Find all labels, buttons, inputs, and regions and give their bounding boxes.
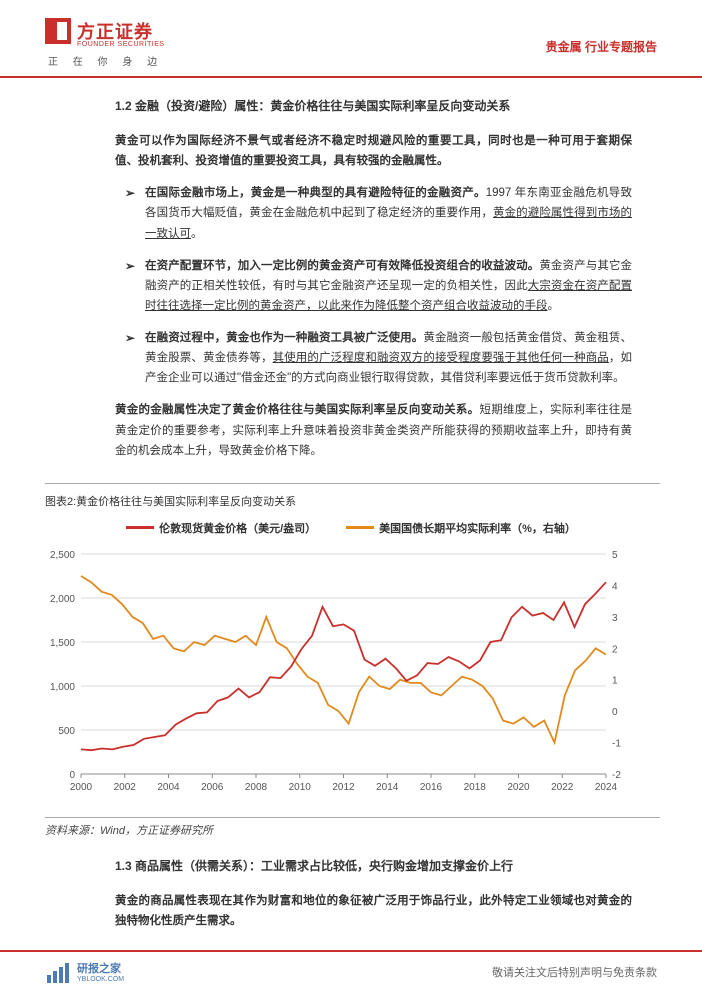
section-1-3-title: 1.3 商品属性（供需关系）：工业需求占比较低，央行购金增加支撑金价上行 <box>115 856 632 877</box>
footer-logo-icon <box>45 961 73 983</box>
svg-text:5: 5 <box>612 550 618 561</box>
legend-item-gold: 伦敦现货黄金价格（美元/盎司） <box>126 520 316 536</box>
legend-label-1: 伦敦现货黄金价格（美元/盎司） <box>159 520 316 536</box>
svg-text:1,500: 1,500 <box>50 638 75 649</box>
section-1-3-intro: 黄金的商品属性表现在其作为财富和地位的象征被广泛用于饰品行业，此外特定工业领域也… <box>115 891 632 931</box>
section-1-3: 1.3 商品属性（供需关系）：工业需求占比较低，央行购金增加支撑金价上行 黄金的… <box>0 852 702 953</box>
bullet-item: ➢ 在国际金融市场上，黄金是一种典型的具有避险特征的金融资产。1997 年东南亚… <box>115 183 632 243</box>
svg-text:2002: 2002 <box>114 782 137 793</box>
bullet-text: 在融资过程中，黄金也作为一种融资工具被广泛使用。黄金融资一般包括黄金借贷、黄金租… <box>145 328 632 388</box>
svg-text:1,000: 1,000 <box>50 682 75 693</box>
svg-text:1: 1 <box>612 675 618 686</box>
svg-text:-1: -1 <box>612 738 621 749</box>
svg-text:2000: 2000 <box>70 782 93 793</box>
footer-disclaimer: 敬请关注文后特别声明与免责条款 <box>492 964 657 980</box>
svg-text:2024: 2024 <box>595 782 618 793</box>
svg-text:500: 500 <box>58 726 75 737</box>
section-1-2-conclusion: 黄金的金融属性决定了黄金价格往往与美国实际利率呈反向变动关系。短期维度上，实际利… <box>115 400 632 460</box>
svg-text:2014: 2014 <box>376 782 399 793</box>
founder-logo-icon <box>45 18 71 44</box>
bullet-text: 在资产配置环节，加入一定比例的黄金资产可有效降低投资组合的收益波动。黄金资产与其… <box>145 256 632 316</box>
svg-text:2,500: 2,500 <box>50 550 75 561</box>
svg-text:2006: 2006 <box>201 782 224 793</box>
line-chart: 0 500 1,000 1,500 2,000 2,500 -2 -1 0 1 2 3 4 5 2000 20… <box>41 544 636 804</box>
footer-logo-text: 研报之家 <box>77 960 124 976</box>
svg-text:3: 3 <box>612 613 618 624</box>
legend-label-2: 美国国债长期平均实际利率（%，右轴） <box>379 520 576 536</box>
svg-text:2022: 2022 <box>551 782 574 793</box>
page-header: 方正证券 FOUNDER SECURITIES 正 在 你 身 边 贵金属 行业… <box>0 0 702 78</box>
bullet-marker: ➢ <box>125 183 145 243</box>
logo-subtitle: FOUNDER SECURITIES <box>77 41 165 48</box>
svg-text:4: 4 <box>612 581 618 592</box>
svg-text:2020: 2020 <box>507 782 530 793</box>
bullet-marker: ➢ <box>125 328 145 388</box>
main-content: 1.2 金融（投资/避险）属性：黄金价格往往与美国实际利率呈反向变动关系 黄金可… <box>0 78 702 483</box>
bullet-text: 在国际金融市场上，黄金是一种典型的具有避险特征的金融资产。1997 年东南亚金融… <box>145 183 632 243</box>
section-1-2-intro: 黄金可以作为国际经济不景气或者经济不稳定时规避风险的重要工具，同时也是一种可用于… <box>115 131 632 171</box>
svg-text:2,000: 2,000 <box>50 594 75 605</box>
svg-text:-2: -2 <box>612 770 621 781</box>
footer-logo-sub: YBLOOK.COM <box>77 976 124 983</box>
page-footer: 研报之家 YBLOOK.COM 敬请关注文后特别声明与免责条款 <box>0 950 702 991</box>
footer-logo: 研报之家 YBLOOK.COM <box>45 960 124 983</box>
svg-text:0: 0 <box>69 770 75 781</box>
bullet-marker: ➢ <box>125 256 145 316</box>
chart-caption: 图表2:黄金价格往往与美国实际利率呈反向变动关系 <box>45 493 660 509</box>
header-category: 贵金属 行业专题报告 <box>546 38 657 55</box>
svg-text:0: 0 <box>612 707 618 718</box>
chart-legend: 伦敦现货黄金价格（美元/盎司） 美国国债长期平均实际利率（%，右轴） <box>41 520 661 536</box>
svg-text:2016: 2016 <box>420 782 443 793</box>
svg-text:2018: 2018 <box>464 782 487 793</box>
conclusion-bold: 黄金的金融属性决定了黄金价格往往与美国实际利率呈反向变动关系。 <box>115 404 479 416</box>
logo-tagline: 正 在 你 身 边 <box>48 53 165 68</box>
section-1-2-title: 1.2 金融（投资/避险）属性：黄金价格往往与美国实际利率呈反向变动关系 <box>115 96 632 117</box>
logo-block: 方正证券 FOUNDER SECURITIES 正 在 你 身 边 <box>45 18 165 68</box>
chart-container: 伦敦现货黄金价格（美元/盎司） 美国国债长期平均实际利率（%，右轴） 0 500 1… <box>41 515 661 809</box>
legend-item-rate: 美国国债长期平均实际利率（%，右轴） <box>346 520 576 536</box>
chart-source: 资料来源：Wind，方正证券研究所 <box>45 817 660 838</box>
svg-text:2004: 2004 <box>157 782 180 793</box>
svg-text:2: 2 <box>612 644 618 655</box>
bullet-item: ➢ 在资产配置环节，加入一定比例的黄金资产可有效降低投资组合的收益波动。黄金资产… <box>115 256 632 316</box>
svg-text:2012: 2012 <box>332 782 355 793</box>
svg-text:2008: 2008 <box>245 782 268 793</box>
svg-text:2010: 2010 <box>289 782 312 793</box>
bullet-item: ➢ 在融资过程中，黄金也作为一种融资工具被广泛使用。黄金融资一般包括黄金借贷、黄… <box>115 328 632 388</box>
